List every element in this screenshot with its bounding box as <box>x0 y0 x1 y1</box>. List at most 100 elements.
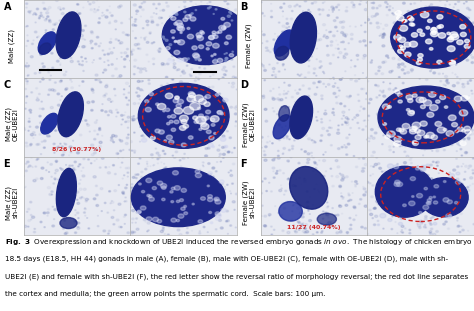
Circle shape <box>451 132 454 134</box>
Circle shape <box>421 165 423 167</box>
Circle shape <box>357 59 358 60</box>
Circle shape <box>167 116 171 118</box>
Circle shape <box>426 198 427 199</box>
Circle shape <box>455 3 456 5</box>
Circle shape <box>186 224 188 225</box>
Circle shape <box>277 157 280 159</box>
Circle shape <box>464 23 465 24</box>
Circle shape <box>114 190 117 192</box>
Circle shape <box>447 200 452 204</box>
Circle shape <box>197 86 199 87</box>
Circle shape <box>217 192 218 193</box>
Circle shape <box>345 117 348 119</box>
Circle shape <box>447 37 454 42</box>
Circle shape <box>335 83 336 84</box>
Circle shape <box>431 28 437 32</box>
Circle shape <box>335 26 337 28</box>
Circle shape <box>115 39 117 40</box>
Circle shape <box>365 45 367 46</box>
Circle shape <box>371 60 373 61</box>
Circle shape <box>79 164 81 165</box>
Circle shape <box>403 91 406 93</box>
Circle shape <box>182 157 184 158</box>
Circle shape <box>106 84 108 86</box>
Circle shape <box>112 165 114 166</box>
Circle shape <box>336 40 337 41</box>
Circle shape <box>432 123 434 124</box>
Circle shape <box>206 48 209 50</box>
Circle shape <box>38 18 40 19</box>
Circle shape <box>197 36 203 41</box>
Circle shape <box>65 232 68 234</box>
Circle shape <box>37 143 40 145</box>
Circle shape <box>453 33 456 35</box>
Circle shape <box>339 185 341 187</box>
Circle shape <box>219 153 222 155</box>
Circle shape <box>162 150 164 151</box>
Circle shape <box>178 196 179 197</box>
Circle shape <box>194 80 197 81</box>
Circle shape <box>374 163 377 166</box>
Circle shape <box>96 36 99 38</box>
Circle shape <box>386 14 388 16</box>
Ellipse shape <box>38 32 56 54</box>
Circle shape <box>47 16 49 17</box>
Circle shape <box>220 49 223 51</box>
Circle shape <box>271 3 272 4</box>
Circle shape <box>92 62 93 63</box>
Circle shape <box>388 105 392 108</box>
Circle shape <box>436 150 439 152</box>
Circle shape <box>180 129 181 130</box>
Circle shape <box>140 206 146 210</box>
Circle shape <box>48 72 50 73</box>
Circle shape <box>57 104 60 106</box>
Circle shape <box>387 118 390 120</box>
Circle shape <box>207 147 210 149</box>
Circle shape <box>400 90 402 91</box>
Text: E: E <box>4 159 10 169</box>
Circle shape <box>460 24 462 25</box>
Circle shape <box>26 3 28 4</box>
Circle shape <box>158 130 164 134</box>
Circle shape <box>380 90 381 91</box>
Circle shape <box>47 94 49 95</box>
Circle shape <box>171 128 176 132</box>
Circle shape <box>343 55 344 56</box>
Circle shape <box>191 32 193 33</box>
Circle shape <box>235 227 236 228</box>
Circle shape <box>139 6 142 8</box>
Circle shape <box>410 127 417 132</box>
Circle shape <box>59 81 62 82</box>
Circle shape <box>133 4 137 6</box>
Circle shape <box>307 158 310 160</box>
Circle shape <box>172 55 174 57</box>
Circle shape <box>212 60 218 63</box>
Circle shape <box>70 60 73 63</box>
Circle shape <box>213 35 218 39</box>
Circle shape <box>145 221 146 222</box>
Circle shape <box>168 184 171 185</box>
Circle shape <box>131 218 134 220</box>
Circle shape <box>175 97 179 100</box>
Circle shape <box>354 66 356 67</box>
Circle shape <box>468 96 469 97</box>
Circle shape <box>30 133 34 136</box>
Circle shape <box>339 52 342 54</box>
Circle shape <box>182 107 184 108</box>
Circle shape <box>127 55 128 56</box>
Circle shape <box>362 168 364 169</box>
Circle shape <box>395 198 398 200</box>
Circle shape <box>293 172 296 174</box>
Circle shape <box>369 138 371 139</box>
Circle shape <box>137 174 139 175</box>
Circle shape <box>183 222 185 223</box>
Circle shape <box>298 177 301 179</box>
Circle shape <box>279 189 282 192</box>
Circle shape <box>332 9 334 11</box>
Circle shape <box>399 128 404 132</box>
Circle shape <box>212 146 214 148</box>
Circle shape <box>136 228 139 230</box>
Circle shape <box>437 104 440 107</box>
Circle shape <box>211 86 214 88</box>
Circle shape <box>437 188 440 190</box>
